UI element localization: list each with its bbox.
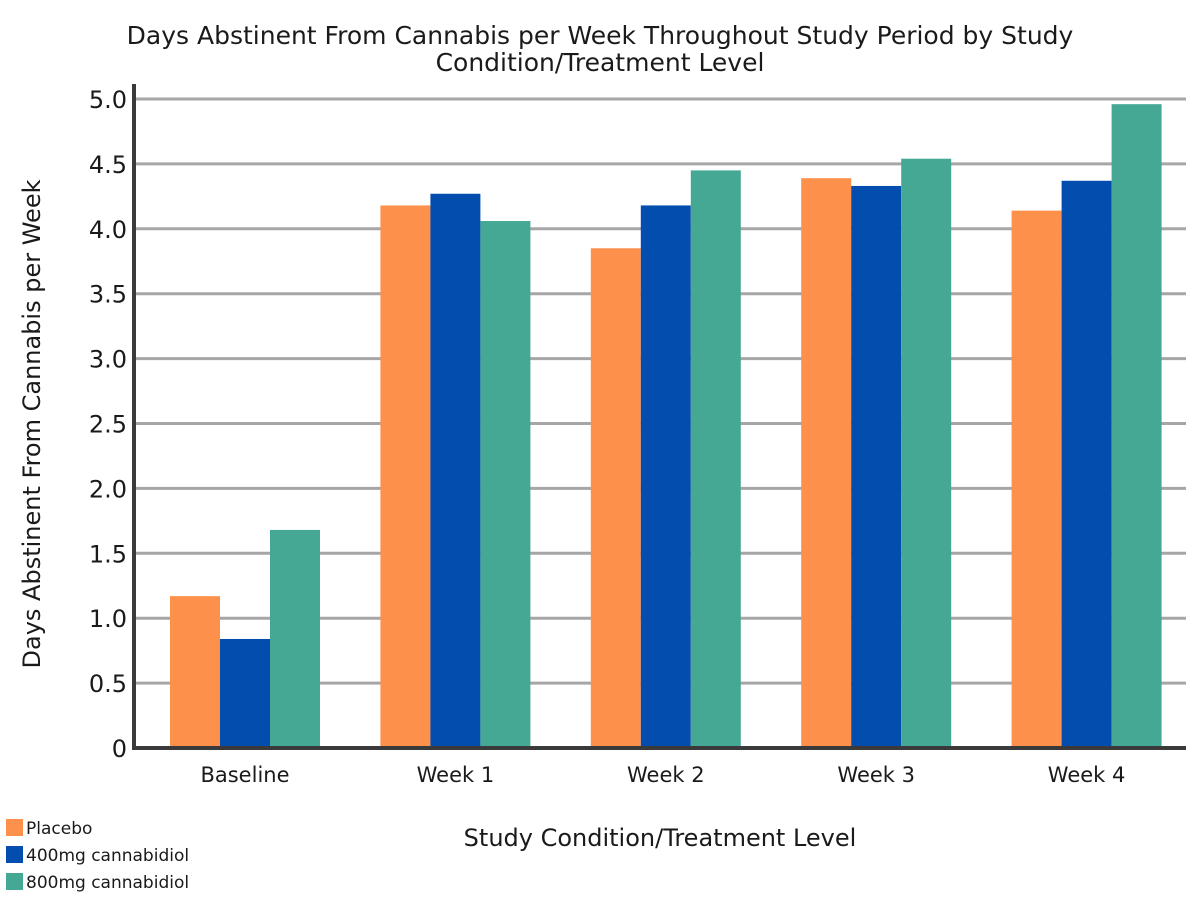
bar-800mg-cannabidiol-baseline xyxy=(270,529,320,748)
bar-placebo-week-1 xyxy=(380,205,431,748)
y-tick-label: 0 xyxy=(112,735,127,763)
x-axis-label: Study Condition/Treatment Level xyxy=(464,824,857,852)
x-tick-label: Week 3 xyxy=(837,763,915,787)
y-tick-label: 4.0 xyxy=(89,216,127,244)
chart-title-line-1: Days Abstinent From Cannabis per Week Th… xyxy=(127,21,1074,50)
bar-400mg-cannabidiol-baseline xyxy=(220,638,270,748)
y-tick-label: 4.5 xyxy=(89,151,127,179)
legend-swatch xyxy=(6,873,23,890)
y-axis-label: Days Abstinent From Cannabis per Week xyxy=(18,179,46,668)
y-tick-label: 1.5 xyxy=(89,540,127,568)
bar-800mg-cannabidiol-week-1 xyxy=(480,221,531,749)
y-tick-label: 0.5 xyxy=(89,670,127,698)
x-tick-label: Week 1 xyxy=(417,763,495,787)
chart-title: Days Abstinent From Cannabis per Week Th… xyxy=(127,21,1074,77)
y-tick-label: 2.5 xyxy=(89,411,127,439)
legend-label: Placebo xyxy=(26,819,92,839)
legend-label: 800mg cannabidiol xyxy=(26,873,189,893)
legend: Placebo 400mg cannabidiol 800mg cannabidio… xyxy=(6,819,189,893)
y-tick-labels: 0 0.5 1.0 1.5 2.0 2.5 3.0 3.5 4.0 4.5 5.0 xyxy=(89,86,127,763)
legend-swatch xyxy=(6,819,23,836)
bars xyxy=(170,104,1162,749)
x-tick-label: Baseline xyxy=(200,763,289,787)
x-tick-label: Week 2 xyxy=(627,763,705,787)
x-tick-label: Week 4 xyxy=(1048,763,1126,787)
bar-400mg-cannabidiol-week-4 xyxy=(1061,180,1112,749)
bar-400mg-cannabidiol-week-1 xyxy=(430,193,481,748)
y-tick-label: 5.0 xyxy=(89,86,127,114)
y-tick-label: 3.0 xyxy=(89,346,127,374)
y-tick-label: 3.5 xyxy=(89,281,127,309)
y-tick-label: 2.0 xyxy=(89,475,127,503)
legend-swatch xyxy=(6,846,23,863)
chart-title-line-2: Condition/Treatment Level xyxy=(436,48,765,77)
bar-placebo-baseline xyxy=(170,596,220,748)
bar-800mg-cannabidiol-week-4 xyxy=(1111,104,1162,748)
legend-label: 400mg cannabidiol xyxy=(26,846,189,866)
bar-400mg-cannabidiol-week-2 xyxy=(640,205,691,748)
y-tick-label: 1.0 xyxy=(89,605,127,633)
bar-placebo-week-4 xyxy=(1011,210,1062,749)
bar-800mg-cannabidiol-week-2 xyxy=(690,170,741,748)
x-tick-labels: Baseline Week 1 Week 2 Week 3 Week 4 xyxy=(200,763,1125,787)
axes xyxy=(132,84,1186,750)
bar-placebo-week-3 xyxy=(801,178,852,749)
bar-800mg-cannabidiol-week-3 xyxy=(901,158,952,748)
bar-400mg-cannabidiol-week-3 xyxy=(851,185,902,748)
bar-placebo-week-2 xyxy=(590,248,641,748)
